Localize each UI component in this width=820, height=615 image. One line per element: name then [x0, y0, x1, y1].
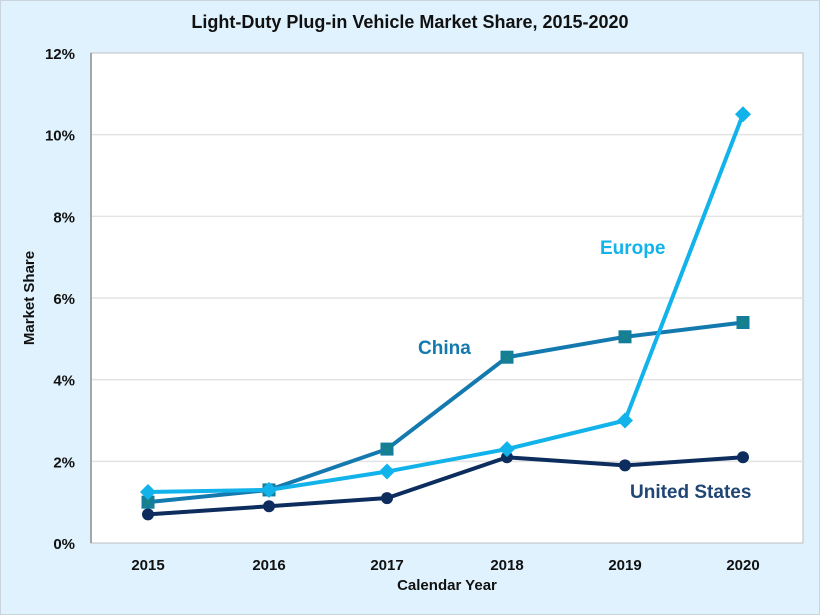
y-tick-label: 2% — [53, 454, 75, 471]
data-point-europe — [499, 441, 515, 458]
y-tick-label: 4% — [53, 373, 75, 390]
y-axis-label: Market Share — [21, 251, 38, 345]
data-point-cross — [619, 331, 631, 343]
data-point-europe — [735, 106, 751, 123]
series-united-states — [142, 451, 749, 521]
data-point-united-states — [142, 508, 154, 521]
data-point-cross — [381, 443, 393, 455]
x-tick-label: 2016 — [252, 557, 285, 574]
data-point-united-states — [263, 500, 275, 513]
data-point-europe — [140, 483, 156, 500]
series-group — [140, 106, 751, 521]
gridlines — [91, 133, 803, 463]
x-axis-label: Calendar Year — [397, 577, 497, 594]
y-tick-label: 8% — [53, 209, 75, 226]
x-tick-label: 2020 — [726, 557, 759, 574]
x-tick-label: 2019 — [608, 557, 641, 574]
data-point-united-states — [619, 459, 631, 472]
series-line-europe — [147, 113, 745, 494]
data-point-united-states — [737, 451, 749, 464]
data-point-europe — [617, 412, 633, 429]
x-tick-label: 2017 — [370, 557, 403, 574]
y-tick-labels: 0% 2% 4% 6% 8% 10% 12% — [45, 46, 75, 553]
y-tick-label: 0% — [53, 536, 75, 553]
series-label-china: China — [418, 338, 471, 359]
series-line-united-states — [147, 455, 744, 517]
data-point-europe — [379, 463, 395, 480]
x-tick-label: 2015 — [131, 557, 164, 574]
data-point-united-states — [381, 492, 393, 505]
y-tick-label: 12% — [45, 46, 75, 63]
series-label-europe: Europe — [600, 238, 665, 259]
data-point-cross — [737, 317, 749, 328]
x-tick-labels: 2015 2016 2017 2018 2019 2020 — [131, 557, 759, 574]
chart-title: Light-Duty Plug-in Vehicle Market Share,… — [191, 12, 628, 32]
data-point-europe — [261, 481, 277, 498]
data-point-united-states — [501, 451, 513, 464]
data-point-cross — [142, 496, 154, 508]
data-point-cross — [501, 351, 513, 363]
series-europe — [140, 106, 751, 500]
y-tick-label: 6% — [53, 291, 75, 308]
y-tick-label: 10% — [45, 128, 75, 145]
x-tick-label: 2018 — [490, 557, 523, 574]
series-label-united-states: United States — [630, 482, 751, 503]
